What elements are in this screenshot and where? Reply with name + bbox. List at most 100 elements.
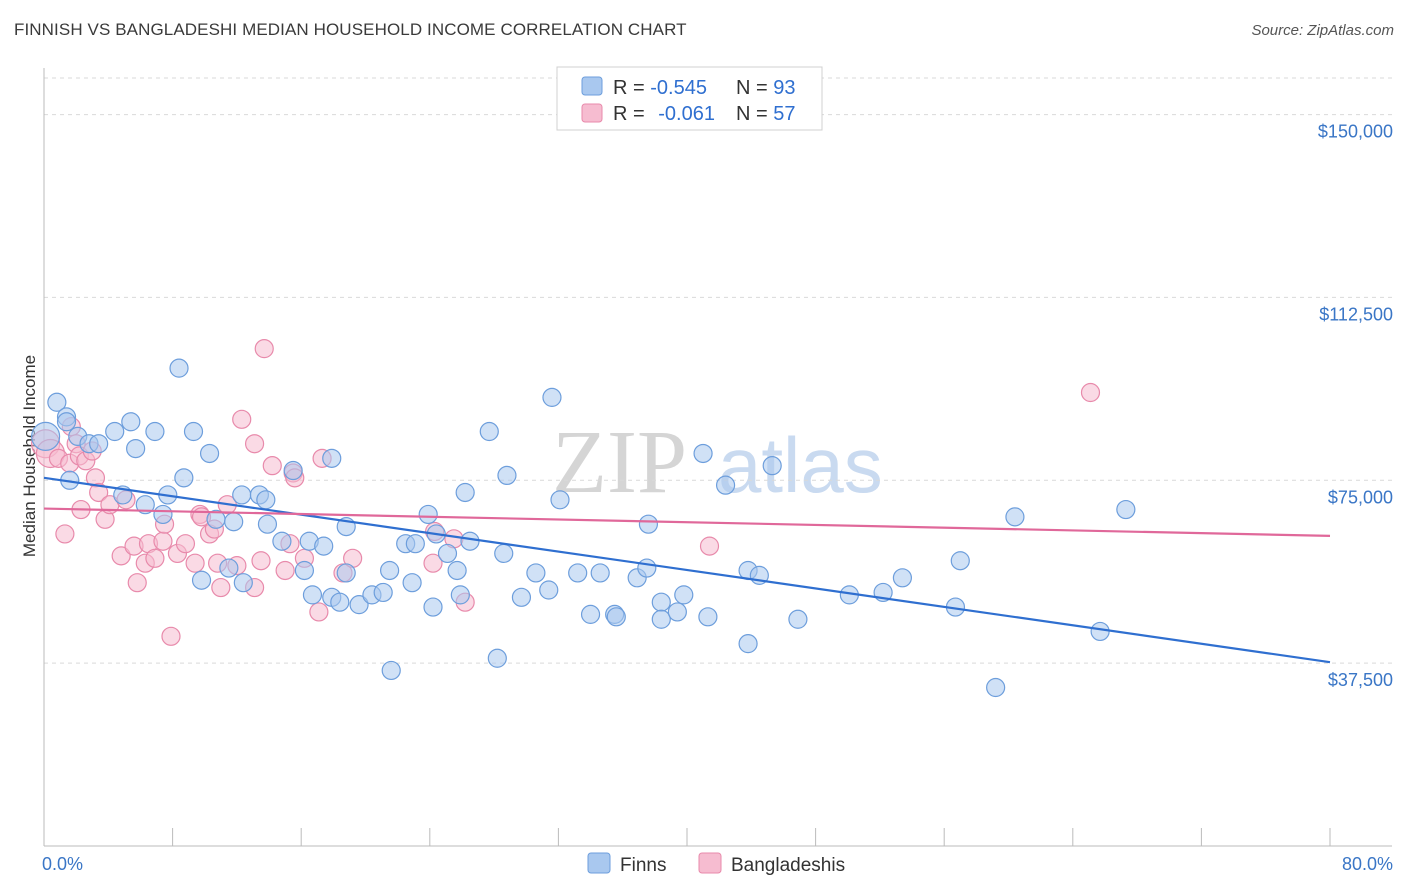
finns-point — [637, 558, 657, 578]
finns-point — [1090, 621, 1110, 642]
trend-lines — [43, 476, 1331, 664]
finns-point — [497, 465, 517, 486]
finns-point — [986, 677, 1006, 698]
finns-point — [423, 597, 443, 617]
legend-finns-n-label: N = — [736, 77, 773, 99]
finns-point — [145, 421, 165, 442]
x-tick-label-min: 0.0% — [42, 854, 83, 874]
legend-top: R = -0.545 N = 93 R = -0.061 N = 57 — [556, 66, 823, 131]
finns-point — [336, 563, 356, 583]
bangladeshis-point — [262, 456, 282, 476]
finns-point — [638, 514, 659, 534]
finns-point — [349, 595, 369, 615]
bangladeshis-point — [153, 531, 173, 551]
finns-point — [302, 585, 323, 605]
legend-bottom-finns-label: Finns — [620, 855, 666, 876]
bangladeshis-point — [211, 577, 231, 598]
finns-point — [257, 514, 278, 534]
finns-point — [738, 634, 758, 654]
finns-trend-line — [43, 476, 1331, 664]
legend-finns-n-value: 93 — [773, 77, 795, 99]
finns-point — [169, 358, 189, 378]
y-tick-label: $112,500 — [1319, 304, 1393, 324]
bangladeshis-point — [185, 553, 205, 573]
finns-point — [568, 563, 588, 583]
finns-point — [405, 534, 425, 554]
finns-point — [294, 560, 315, 581]
finns-point — [479, 421, 499, 442]
legend-bangladeshis-r-label: R = — [613, 103, 650, 125]
legend-bangladeshis-n-label: N = — [736, 103, 773, 125]
finns-point — [381, 660, 401, 681]
bangladeshis-point — [55, 524, 75, 544]
finns-point — [153, 504, 173, 525]
finns-point — [126, 438, 146, 459]
finns-point — [950, 551, 970, 571]
legend-bangladeshis-n-value: 57 — [773, 103, 795, 125]
finns-point — [330, 592, 350, 612]
finns-point — [224, 512, 244, 532]
finns-point — [651, 609, 671, 629]
finns-point — [447, 560, 467, 581]
finns-point — [219, 558, 239, 578]
finns-point — [539, 580, 559, 600]
watermark-atlas: atlas — [718, 421, 883, 509]
chart-source: Source: ZipAtlas.com — [1251, 22, 1394, 39]
finns-point — [232, 485, 252, 505]
finns-point — [606, 607, 626, 627]
finns-point — [105, 421, 125, 442]
bangladeshis-point — [423, 553, 443, 573]
finns-point — [455, 482, 475, 503]
bangladeshis-point — [1080, 382, 1101, 403]
finns-point — [56, 412, 77, 432]
finns-point — [788, 609, 808, 629]
legend-bottom: Finns Bangladeshis — [587, 852, 845, 876]
svg-text:R = -0.545: R = -0.545 — [613, 77, 707, 99]
bangladeshis-point — [111, 546, 131, 566]
finns-point — [651, 592, 671, 612]
chart-title: FINNISH VS BANGLADESHI MEDIAN HOUSEHOLD … — [14, 20, 687, 39]
finns-point — [418, 504, 438, 525]
y-tick-label: $37,500 — [1328, 670, 1393, 690]
legend-bangladeshis-r-value: -0.061 — [658, 103, 715, 125]
y-tick-label: $150,000 — [1318, 122, 1393, 142]
finns-point — [580, 604, 601, 624]
finns-point — [322, 448, 342, 468]
finns-point — [674, 585, 694, 605]
finns-point — [698, 607, 718, 627]
bangladeshis-point — [244, 434, 265, 454]
legend-bottom-finns-swatch — [587, 852, 611, 874]
bangladeshis-trend-line — [43, 507, 1331, 537]
bangladeshis-point — [145, 548, 165, 568]
finns-point — [89, 434, 109, 454]
finns-point — [542, 387, 562, 407]
finns-point — [1116, 499, 1136, 520]
finns-point — [526, 563, 546, 583]
finns-point — [314, 536, 334, 556]
bangladeshis-point — [251, 551, 271, 571]
finns-point — [511, 587, 532, 607]
legend-finns-swatch — [581, 76, 603, 96]
bangladeshis-point — [699, 536, 720, 556]
finns-point — [892, 568, 913, 588]
legend-bottom-bangladeshis-label: Bangladeshis — [731, 855, 845, 876]
bangladeshis-point — [232, 409, 252, 429]
svg-text:N = 57: N = 57 — [736, 103, 796, 125]
finns-point — [494, 543, 514, 564]
finns-point — [590, 563, 610, 583]
legend-bottom-bangladeshis-swatch — [698, 852, 722, 874]
legend-finns-r-label: R = — [613, 77, 650, 99]
finns-point — [402, 573, 422, 593]
finns-point — [450, 585, 470, 605]
x-ticks — [43, 828, 1331, 846]
svg-text:N = 93: N = 93 — [736, 77, 796, 99]
bangladeshis-point — [127, 573, 147, 593]
finns-point — [373, 582, 393, 603]
finns-point — [191, 570, 212, 590]
finns-point — [715, 475, 736, 495]
y-axis-label: Median Household Income — [20, 355, 39, 557]
finns-point — [233, 573, 253, 593]
finns-point — [487, 648, 507, 668]
finns-point — [183, 421, 204, 442]
